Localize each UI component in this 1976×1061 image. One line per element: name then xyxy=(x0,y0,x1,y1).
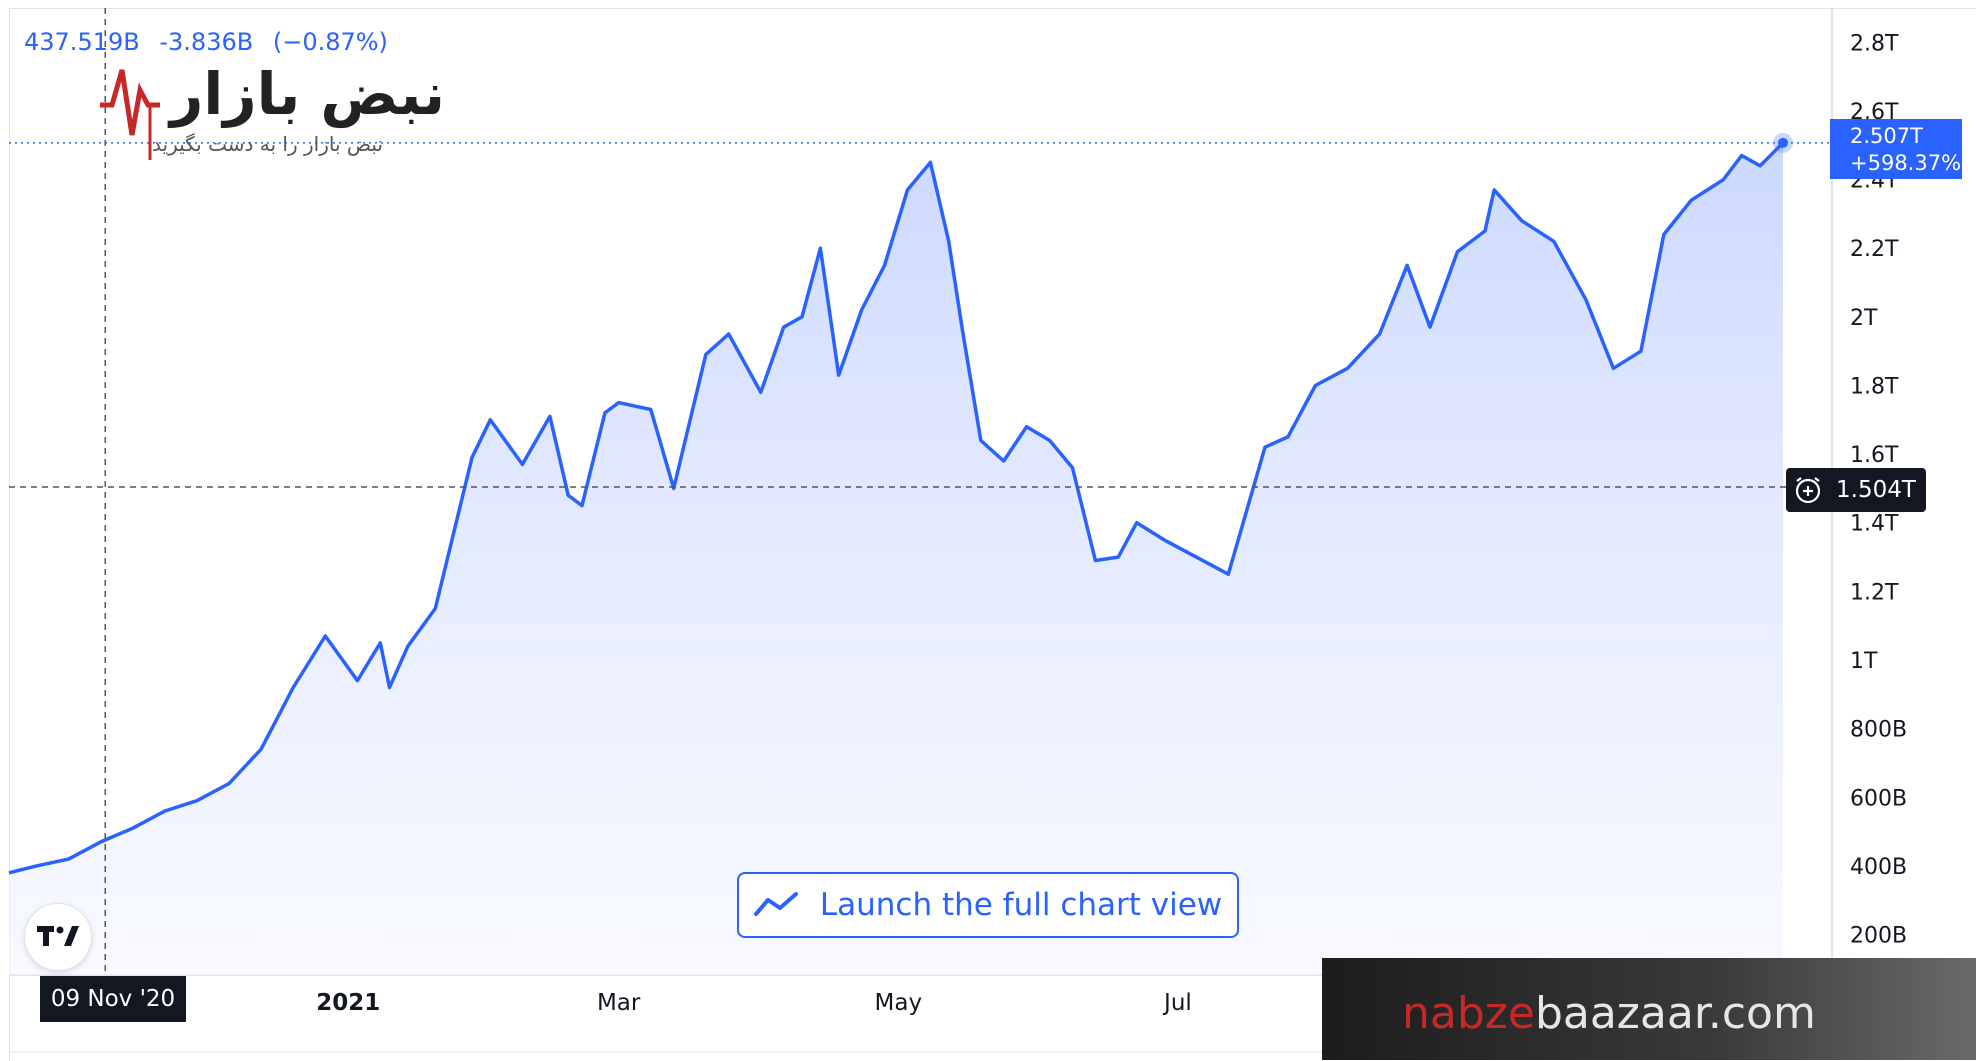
y-tick-label: 2.8T xyxy=(1850,31,1899,56)
x-tick-label: 2021 xyxy=(316,990,380,1016)
launch-full-chart-button[interactable]: Launch the full chart view xyxy=(737,872,1239,938)
crosshair-price-value: 1.504T xyxy=(1830,477,1916,503)
watermark-brand-part1: nabze xyxy=(1402,988,1535,1039)
x-tick-label: Jul xyxy=(1162,990,1192,1016)
y-tick-label: 600B xyxy=(1850,786,1907,811)
logo-subtitle: نبض بازار را به دست بگیرید xyxy=(152,132,383,156)
last-point-marker xyxy=(1778,138,1788,148)
y-tick-label: 1.4T xyxy=(1850,512,1899,537)
tradingview-logo[interactable] xyxy=(24,903,92,971)
site-watermark: nabzebaazaar.com xyxy=(1322,958,1976,1060)
tradingview-icon xyxy=(37,926,79,948)
y-tick-label: 400B xyxy=(1850,855,1907,880)
y-tick-label: 2.2T xyxy=(1850,237,1899,262)
trend-line-icon xyxy=(754,892,800,918)
x-tick-label: Mar xyxy=(597,990,641,1016)
watermark-brand-part2: baazaar.com xyxy=(1535,988,1816,1039)
launch-button-label: Launch the full chart view xyxy=(820,887,1222,923)
y-tick-label: 1.8T xyxy=(1850,374,1899,399)
logo-text: نبض بازار xyxy=(170,60,445,128)
y-tick-label: 1T xyxy=(1850,649,1878,674)
last-price-tag: 2.507T +598.37% xyxy=(1830,119,1962,179)
legend-change: -3.836B xyxy=(159,28,253,56)
y-tick-label: 200B xyxy=(1850,924,1907,949)
legend-change-pct: (−0.87%) xyxy=(273,28,388,56)
crosshair-price-tag: 1.504T xyxy=(1786,468,1926,512)
legend-value: 437.519B xyxy=(24,28,140,56)
add-alert-button[interactable] xyxy=(1786,468,1830,512)
alarm-clock-icon xyxy=(1793,475,1823,505)
last-price-change: +598.37% xyxy=(1850,150,1962,177)
y-tick-label: 1.2T xyxy=(1850,580,1899,605)
x-tick-label: May xyxy=(875,990,923,1016)
area-fill xyxy=(9,143,1783,975)
y-tick-label: 2T xyxy=(1850,306,1878,331)
watermark-logo: نبض بازار نبض بازار را به دست بگیرید xyxy=(100,60,360,170)
y-tick-label: 800B xyxy=(1850,718,1907,743)
last-price-value: 2.507T xyxy=(1850,123,1962,150)
legend: 437.519B -3.836B (−0.87%) xyxy=(24,28,400,56)
watermark-brand: nabzebaazaar.com xyxy=(1402,988,1816,1039)
y-tick-label: 1.6T xyxy=(1850,443,1899,468)
crosshair-date-label: 09 Nov '20 xyxy=(40,976,186,1022)
